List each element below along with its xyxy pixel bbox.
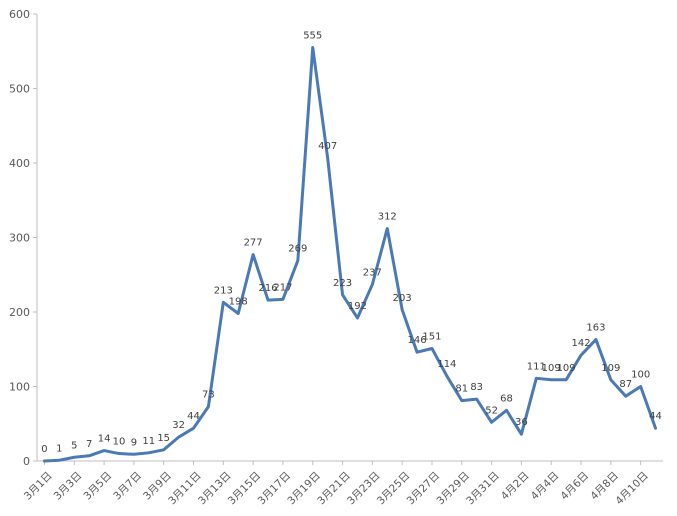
data-label: 163: [586, 323, 605, 334]
data-label: 237: [363, 267, 382, 278]
data-label: 142: [571, 338, 590, 349]
data-label: 14: [98, 434, 111, 445]
data-label: 109: [601, 363, 620, 374]
data-label: 269: [288, 244, 307, 255]
series-group: [42, 46, 658, 463]
data-label: 217: [273, 282, 292, 293]
data-label: 555: [303, 31, 322, 42]
data-label: 100: [631, 370, 650, 381]
x-tick-label: 4月10日: [613, 470, 651, 508]
data-label: 114: [437, 359, 456, 370]
data-label: 312: [378, 212, 397, 223]
data-label: 213: [214, 285, 233, 296]
data-label: 44: [187, 411, 200, 422]
y-tick-label: 400: [9, 157, 30, 170]
x-tick-label: 3月1日: [22, 470, 55, 503]
data-label: 44: [649, 411, 662, 422]
data-label: 87: [619, 379, 632, 390]
data-label: 203: [393, 293, 412, 304]
x-tick-label: 4月2日: [499, 470, 532, 503]
y-tick-label: 100: [9, 381, 30, 394]
axes: [36, 14, 663, 462]
y-tick-label: 300: [9, 232, 30, 245]
data-label: 109: [557, 363, 576, 374]
y-tick-label: 200: [9, 306, 30, 319]
data-label: 223: [333, 278, 352, 289]
data-label: 36: [515, 417, 528, 428]
data-label: 15: [157, 433, 170, 444]
y-tick-label: 600: [9, 8, 30, 21]
data-label: 32: [172, 420, 185, 431]
data-label: 151: [422, 332, 441, 343]
y-axis-ticks: 0 100 200 300 400 500 600: [9, 8, 37, 468]
data-label: 73: [202, 390, 215, 401]
x-tick-label: 4月6日: [558, 470, 591, 503]
x-tick-label: 3月31日: [464, 470, 502, 508]
data-label: 81: [455, 384, 468, 395]
data-labels: 0 1 5 7 14 10 9 11 15324473213198277216217269555…: [41, 31, 662, 455]
data-label: 216: [258, 283, 277, 294]
data-label: 109: [542, 363, 561, 374]
x-axis-ticks: 3月1日3月3日3月5日3月7日3月9日3月11日3月13日3月15日3月17日…: [22, 461, 651, 507]
x-tick-label: 4月4日: [529, 470, 562, 503]
data-label: 83: [470, 382, 483, 393]
data-label: 407: [318, 141, 337, 152]
data-label: 111: [527, 361, 546, 372]
data-label: 192: [348, 301, 367, 312]
data-label: 68: [500, 393, 513, 404]
data-label: 9: [131, 437, 137, 448]
data-label: 198: [229, 296, 248, 307]
series-line: [42, 46, 658, 463]
y-tick-label: 500: [9, 83, 30, 96]
data-label: 146: [408, 335, 427, 346]
data-label: 10: [113, 437, 126, 448]
x-tick-label: 3月7日: [111, 470, 144, 503]
data-label: 5: [71, 440, 77, 451]
data-label: 7: [86, 439, 92, 450]
x-tick-label: 3月3日: [52, 470, 85, 503]
data-label: 1: [56, 443, 62, 454]
data-label: 0: [41, 444, 47, 455]
y-tick-label: 0: [23, 455, 30, 468]
x-tick-label: 3月5日: [81, 470, 114, 503]
data-label: 277: [244, 238, 263, 249]
data-label: 11: [142, 436, 155, 447]
data-label: 52: [485, 405, 498, 416]
